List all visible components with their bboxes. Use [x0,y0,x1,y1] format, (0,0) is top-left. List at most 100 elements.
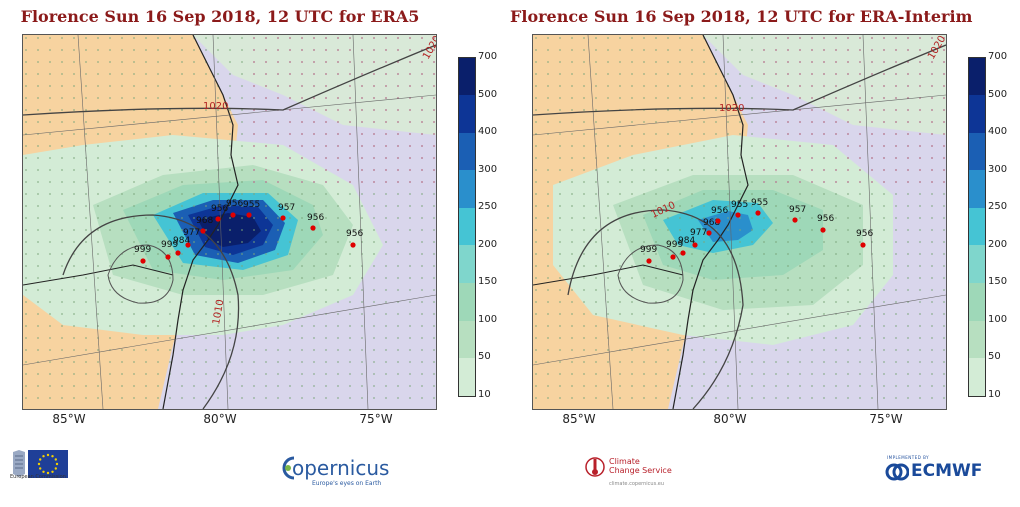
colorbar-segment [459,245,475,283]
colorbar [458,57,476,397]
colorbar-segment [969,208,985,245]
panel-title: Florence Sun 16 Sep 2018, 12 UTC for ERA… [510,7,973,26]
track-point [820,227,826,233]
colorbar-segment [459,95,475,133]
track-point [670,254,676,260]
eu-commission-logo [10,450,68,495]
isobar-label: 1020 [719,103,744,114]
track-point [706,230,712,236]
colorbar-tick: 250 [478,201,498,212]
track-label: 984 [173,236,190,246]
colorbar-segment [969,358,985,396]
track-point [140,258,146,264]
c3s-name-2: Change Service [609,466,672,475]
track-point [246,212,252,218]
track-label: 956 [226,199,243,209]
track-point [860,242,866,248]
colorbar-tick: 500 [478,89,498,100]
colorbar-tick: 50 [478,351,491,362]
colorbar-tick: 10 [478,389,491,400]
colorbar-tick: 200 [478,239,498,250]
longitude-label: 85°W [52,412,86,426]
track-label: 977 [690,228,707,238]
track-point [280,215,286,221]
eu-commission-text: European Commission [10,474,66,480]
track-label: 957 [789,205,806,215]
isobar-label: 1020 [203,101,228,112]
colorbar-segment [969,283,985,321]
ecmwf-wordmark: ECMWF [911,461,983,481]
track-point [185,242,191,248]
track-label: 956 [856,229,873,239]
track-point [310,225,316,231]
longitude-label: 85°W [562,412,596,426]
panel-title: Florence Sun 16 Sep 2018, 12 UTC for ERA… [20,7,420,26]
precipitation-map-era-interim: 1020 1020 1010 999 999 984 977 968 956 9… [532,34,947,410]
longitude-label: 75°W [869,412,903,426]
track-point [755,210,761,216]
colorbar [968,57,986,397]
track-point [175,250,181,256]
track-point [165,254,171,260]
isobar-label: 1010 [211,299,226,326]
colorbar-tick: 400 [988,126,1008,137]
precipitation-map-era5: 1020 1020 1010 999 999 984 977 968 956 9… [22,34,437,410]
colorbar-segment [969,95,985,133]
colorbar-tick: 700 [988,51,1008,62]
colorbar-segment [969,321,985,358]
panel-era5: Florence Sun 16 Sep 2018, 12 UTC for ERA… [0,0,510,430]
track-label: 957 [278,203,295,213]
track-label: 956 [211,204,228,214]
colorbar-tick: 250 [988,201,1008,212]
track-point [715,218,721,224]
track-label: 955 [243,200,260,210]
track-label: 968 [703,218,720,228]
track-point [646,258,652,264]
colorbar-segment [459,133,475,170]
ecmwf-implemented-by: IMPLEMENTED BY [887,455,930,460]
track-label: 999 [134,245,151,255]
longitude-label: 80°W [713,412,747,426]
track-point [230,212,236,218]
longitude-label: 75°W [359,412,393,426]
track-label: 956 [817,214,834,224]
colorbar-tick: 200 [988,239,1008,250]
colorbar-tick: 300 [478,164,498,175]
track-point [792,217,798,223]
track-point [200,228,206,234]
copernicus-wordmark: opernicus [292,456,390,480]
c3s-name-1: Climate [609,457,640,466]
track-label: 955 [751,198,768,208]
colorbar-segment [459,58,475,95]
colorbar-tick: 500 [988,89,1008,100]
track-label: 977 [183,228,200,238]
track-label: 999 [161,240,178,250]
colorbar-tick: 150 [988,276,1008,287]
eu-flag-icon [28,450,68,478]
c3s-url: climate.copernicus.eu [609,481,665,487]
colorbar-segment [459,321,475,358]
track-label: 956 [711,206,728,216]
colorbar-tick: 100 [988,314,1008,325]
track-label: 956 [307,213,324,223]
colorbar-tick: 700 [478,51,498,62]
track-point [735,212,741,218]
track-label: 968 [196,216,213,226]
track-point [692,242,698,248]
colorbar-segment [969,170,985,208]
colorbar-segment [969,245,985,283]
colorbar-tick: 10 [988,389,1001,400]
colorbar-segment [969,58,985,95]
colorbar-tick: 300 [988,164,1008,175]
colorbar-segment [459,283,475,321]
colorbar-segment [969,133,985,170]
colorbar-tick: 50 [988,351,1001,362]
track-point [350,242,356,248]
track-label: 999 [666,240,683,250]
colorbar-segment [459,358,475,396]
track-label: 956 [346,229,363,239]
colorbar-tick: 150 [478,276,498,287]
track-label: 984 [678,236,695,246]
track-point [215,216,221,222]
colorbar-tick: 100 [478,314,498,325]
